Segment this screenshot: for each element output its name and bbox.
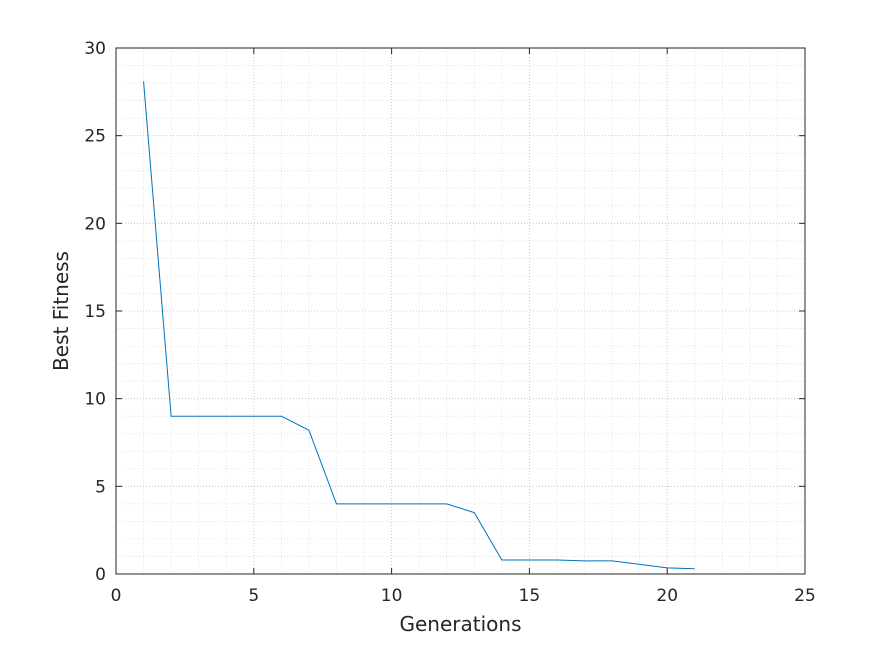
x-tick-label: 15 bbox=[519, 586, 541, 606]
y-tick-label: 10 bbox=[84, 390, 106, 410]
x-tick-label: 25 bbox=[794, 586, 816, 606]
x-tick-label: 5 bbox=[248, 586, 259, 606]
major-grid bbox=[116, 48, 805, 574]
y-tick-label: 5 bbox=[95, 477, 106, 497]
x-axis-label: Generations bbox=[400, 612, 522, 636]
y-tick-label: 30 bbox=[84, 39, 106, 59]
tick-marks bbox=[115, 47, 806, 575]
x-tick-label: 20 bbox=[656, 586, 678, 606]
x-tick-label: 0 bbox=[111, 586, 122, 606]
y-tick-labels: 0 5 10 15 20 25 30 bbox=[84, 39, 106, 585]
series-layer bbox=[143, 81, 695, 570]
y-tick-label: 0 bbox=[95, 565, 106, 585]
y-axis-label: Best Fitness bbox=[49, 251, 73, 371]
y-tick-label: 15 bbox=[84, 302, 106, 322]
y-tick-label: 25 bbox=[84, 127, 106, 147]
series-line bbox=[143, 81, 695, 570]
x-tick-label: 10 bbox=[381, 586, 403, 606]
x-tick-labels: 0 5 10 15 20 25 bbox=[111, 586, 816, 606]
y-tick-label: 20 bbox=[84, 214, 106, 234]
